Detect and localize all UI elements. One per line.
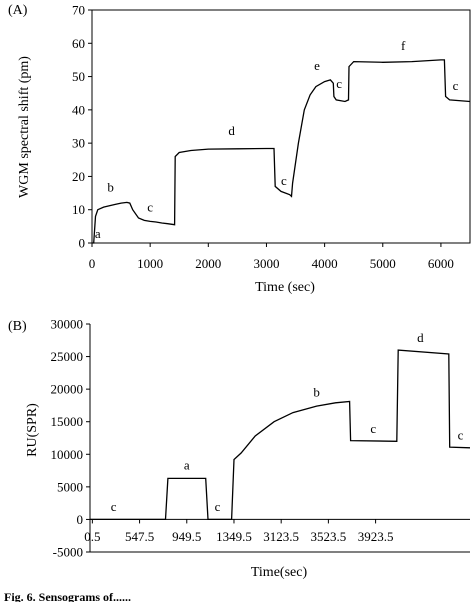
- y-axis-title: RU(SPR): [25, 403, 40, 457]
- x-tick-label: 3123.5: [263, 529, 299, 544]
- x-tick-label: 949.5: [172, 529, 201, 544]
- y-axis-title: WGM spectral shift (pm): [17, 56, 32, 198]
- segment-annotation: c: [111, 499, 117, 514]
- segment-annotation: a: [95, 226, 101, 241]
- x-tick-label: 1000: [137, 256, 163, 271]
- segment-annotation: d: [417, 330, 424, 345]
- x-axis-title: Time (sec): [255, 280, 315, 295]
- y-tick-label: 20000: [51, 382, 84, 397]
- plot-frame: [91, 9, 471, 244]
- series-line: [90, 349, 471, 521]
- y-tick-label: 40: [72, 102, 85, 117]
- x-tick-label: 5000: [370, 256, 396, 271]
- segment-annotation: c: [147, 199, 153, 214]
- segment-annotation: c: [215, 499, 221, 514]
- y-tick-label: 60: [72, 36, 85, 51]
- figure-caption: Fig. 6. Sensograms of......: [4, 590, 131, 602]
- y-tick-label: 10000: [51, 447, 84, 462]
- segment-annotation: f: [401, 38, 406, 53]
- y-tick-label: 15000: [51, 414, 84, 429]
- segment-annotation: d: [228, 123, 235, 138]
- x-tick-label: 4000: [312, 256, 338, 271]
- segment-annotation: e: [314, 58, 320, 73]
- segment-annotation: c: [370, 421, 376, 436]
- segment-annotation: c: [281, 173, 287, 188]
- x-tick-label: 3523.5: [311, 529, 347, 544]
- x-tick-label: 547.5: [125, 529, 154, 544]
- panel-label: (B): [8, 319, 27, 334]
- segment-annotation: c: [336, 76, 342, 91]
- x-tick-label: 1349.5: [216, 529, 252, 544]
- y-tick-label: 25000: [51, 349, 84, 364]
- y-tick-label: 20: [72, 169, 85, 184]
- series-line: [92, 59, 471, 244]
- y-tick-label: 5000: [57, 479, 83, 494]
- segment-annotation: b: [313, 384, 320, 399]
- x-axis-title: Time(sec): [251, 565, 308, 580]
- y-tick-label: 0: [77, 512, 84, 527]
- y-tick-label: 10: [72, 202, 85, 217]
- y-tick-label: 30: [72, 136, 85, 151]
- y-tick-label: 0: [79, 236, 86, 251]
- y-tick-label: 50: [72, 69, 85, 84]
- x-tick-label: 3923.5: [358, 529, 394, 544]
- segment-annotation: c: [453, 78, 459, 93]
- segment-annotation: a: [184, 457, 190, 472]
- x-tick-label: 3000: [253, 256, 279, 271]
- segment-annotation: c: [458, 427, 464, 442]
- x-tick-label: 0.5: [84, 529, 100, 544]
- x-tick-label: 2000: [195, 256, 221, 271]
- x-tick-label: 6000: [428, 256, 454, 271]
- segment-annotation: b: [107, 179, 114, 194]
- y-tick-label: 70: [72, 3, 85, 18]
- y-tick-label: 30000: [51, 317, 84, 332]
- x-tick-label: 0: [89, 256, 96, 271]
- y-tick-label: -5000: [53, 545, 83, 560]
- panel-label: (A): [8, 3, 28, 18]
